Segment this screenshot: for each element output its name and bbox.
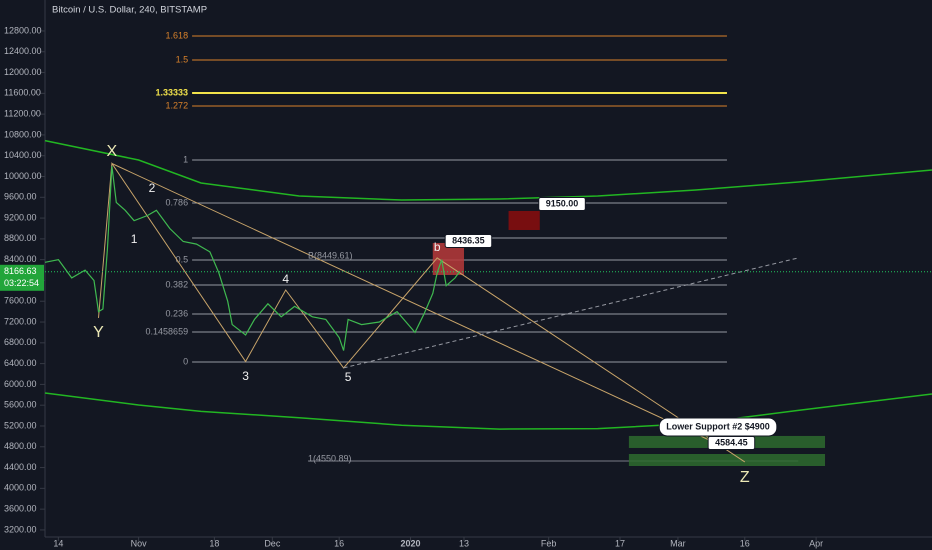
x-tick-label: 17 [615, 538, 625, 548]
fib-label: 0.1458659 [146, 326, 189, 336]
x-tick-label: 2020 [400, 538, 420, 548]
callout-label: Lower Support #2 $4900 [666, 421, 770, 431]
y-tick-label: 4400.00 [4, 462, 37, 472]
fib-label: 1.5 [176, 54, 189, 64]
countdown: 03:22:54 [4, 278, 39, 288]
callout-box [707, 435, 756, 450]
level-note: B(8449.61) [308, 250, 353, 260]
wave-label: X [107, 143, 118, 160]
chart-title: Bitcoin / U.S. Dollar, 240, BITSTAMP [52, 5, 207, 16]
fib-label: 0.382 [166, 279, 189, 289]
callout: 4584.45 [707, 435, 756, 450]
callout-label: 8436.35 [452, 235, 485, 245]
y-tick-label: 12000.00 [4, 67, 42, 77]
fib-label: 0.236 [166, 308, 189, 318]
level-note: 1(4550.89) [308, 453, 352, 463]
fib-label: 0.5 [176, 254, 189, 264]
wave-label: b [434, 240, 441, 254]
trendline [111, 163, 710, 441]
last-price-label: 8166.63 [4, 266, 37, 276]
x-tick-label: Feb [541, 538, 557, 548]
fib-label: 1.33333 [156, 87, 189, 97]
callout-box [444, 234, 493, 249]
x-tick-label: Apr [809, 538, 823, 548]
y-tick-label: 10400.00 [4, 150, 42, 160]
price-line [44, 166, 460, 351]
y-tick-label: 7200.00 [4, 316, 37, 326]
x-tick-label: Mar [670, 538, 686, 548]
y-tick-label: 10800.00 [4, 129, 42, 139]
x-tick-label: Dec [264, 538, 281, 548]
y-tick-label: 11200.00 [4, 109, 41, 119]
y-tick-label: 8400.00 [4, 254, 37, 264]
fib-label: 1.272 [166, 100, 189, 110]
fib-label: 1.618 [166, 30, 189, 40]
wave-label: 2 [149, 181, 156, 195]
y-tick-label: 8800.00 [4, 233, 37, 243]
callout: 9150.00 [538, 197, 586, 212]
x-tick-label: 13 [459, 538, 469, 548]
wave-label: 5 [345, 370, 352, 384]
y-tick-label: 12400.00 [4, 46, 42, 56]
y-tick-label: 7600.00 [4, 296, 37, 306]
y-tick-label: 5600.00 [4, 400, 37, 410]
fib-label: 0.786 [166, 197, 189, 207]
callout: Lower Support #2 $4900 [658, 417, 778, 437]
y-tick-label: 12800.00 [4, 25, 42, 35]
wave-label: 4 [282, 272, 289, 286]
y-tick-label: 3600.00 [4, 504, 37, 514]
wave-label: Z [740, 469, 750, 486]
callout-label: 9150.00 [546, 198, 579, 208]
plot: 12800.00 12400.00 12000.00 11600.00 11200.00… [0, 25, 932, 548]
y-tick-label: 11600.00 [4, 88, 41, 98]
fib-label: 1 [183, 154, 188, 164]
y-tick-label: 6400.00 [4, 358, 37, 368]
x-tick-label: 18 [209, 538, 219, 548]
callout-box [538, 197, 586, 212]
zone [508, 210, 540, 230]
zone [628, 453, 826, 467]
y-tick-label: 10000.00 [4, 171, 42, 181]
y-tick-label: 5200.00 [4, 420, 37, 430]
y-tick-label: 6000.00 [4, 379, 37, 389]
projection-line [343, 257, 799, 369]
callout-label: 4584.45 [715, 437, 748, 447]
y-tick-label: 4800.00 [4, 441, 37, 451]
wave-label: Y [93, 324, 104, 341]
y-tick-label: 6800.00 [4, 337, 37, 347]
fib-label: 0 [183, 356, 188, 366]
x-tick-label: 14 [53, 538, 63, 548]
last-price-tag [0, 264, 44, 291]
y-tick-label: 9600.00 [4, 192, 37, 202]
x-tick-label: 16 [740, 538, 750, 548]
callout-box [658, 417, 778, 437]
x-tick-label: Nov [131, 538, 148, 548]
y-tick-label: 4000.00 [4, 483, 37, 493]
callout: 8436.35 [444, 234, 493, 249]
envelope-upper [44, 139, 932, 201]
y-tick-label: 9200.00 [4, 212, 37, 222]
envelope-lower [44, 392, 932, 430]
wave-label: 1 [131, 232, 138, 246]
x-tick-label: 16 [334, 538, 344, 548]
wave-label: 3 [242, 369, 249, 383]
y-tick-label: 3200.00 [4, 524, 37, 534]
